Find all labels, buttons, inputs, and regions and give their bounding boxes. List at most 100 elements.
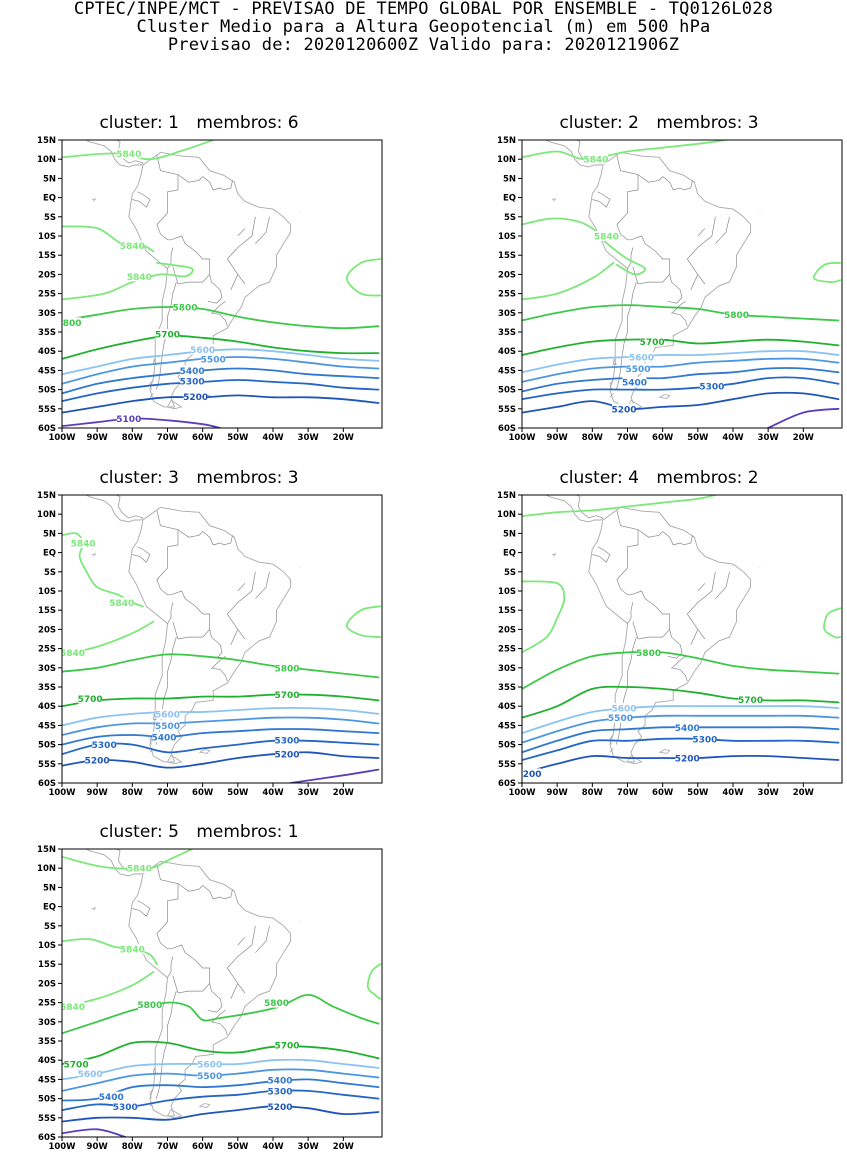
island-outline <box>168 400 182 408</box>
geopotential-map: 5840584058405800580057005600550054005300… <box>14 134 384 452</box>
lon-tick-label: 40W <box>722 788 744 798</box>
lon-tick-label: 50W <box>687 788 709 798</box>
lon-tick-label: 60W <box>652 788 674 798</box>
lat-tick-label: 10N <box>37 155 56 165</box>
island-outline <box>322 134 331 140</box>
contour-5840 <box>368 964 380 999</box>
lat-tick-label: 20S <box>498 625 516 635</box>
lat-tick-label: 5S <box>44 922 56 932</box>
contour-label-5800: 5800 <box>57 319 82 329</box>
country-border <box>227 926 255 993</box>
contour-label-5300: 5300 <box>92 741 117 751</box>
country-border <box>132 547 150 562</box>
country-border <box>208 629 222 658</box>
contour-5200 <box>62 395 379 412</box>
country-border <box>628 603 633 624</box>
island-outline <box>782 489 791 495</box>
map-border <box>522 140 842 428</box>
lon-tick-label: 20W <box>793 433 815 443</box>
lat-tick-label: 25S <box>498 645 516 655</box>
lon-tick-label: 30W <box>758 788 780 798</box>
cluster-label: cluster: 2 <box>559 113 638 133</box>
lon-tick-label: 80W <box>582 433 604 443</box>
contour-label-5300: 5300 <box>113 1103 138 1113</box>
country-border <box>672 313 688 326</box>
lat-tick-label: EQ <box>503 549 516 559</box>
country-border <box>212 1022 228 1035</box>
island-outline <box>660 750 670 754</box>
lon-tick-label: 50W <box>227 788 249 798</box>
lon-tick-label: 100W <box>48 433 76 443</box>
lat-tick-label: 10S <box>38 232 56 242</box>
contour-5840 <box>522 495 715 516</box>
lat-tick-label: 5N <box>43 883 56 893</box>
lat-tick-label: 35S <box>38 328 56 338</box>
panel-title: cluster: 4 membros: 2 <box>474 467 844 489</box>
contour-5600 <box>522 351 839 372</box>
contour-label-5840: 5840 <box>60 649 85 659</box>
country-border <box>238 583 245 591</box>
country-border <box>157 922 210 993</box>
country-border <box>698 583 705 591</box>
lat-tick-label: 55S <box>38 1114 56 1124</box>
contour-label-5600: 5600 <box>629 353 654 363</box>
lat-tick-label: 30S <box>38 1018 56 1028</box>
lat-tick-label: 20S <box>498 270 516 280</box>
lat-tick-label: 30S <box>38 664 56 674</box>
contour-label-5840: 5840 <box>583 156 608 166</box>
lon-tick-label: 60W <box>652 433 674 443</box>
lat-tick-label: 55S <box>498 760 516 770</box>
lat-tick-label: 30S <box>498 309 516 319</box>
contour-5800 <box>522 305 839 320</box>
lat-tick-label: 55S <box>38 760 56 770</box>
lat-tick-label: EQ <box>43 903 56 913</box>
lon-tick-label: 20W <box>333 1142 355 1152</box>
lat-tick-label: 40S <box>38 347 56 357</box>
island-outline <box>92 554 96 557</box>
country-border <box>617 568 670 639</box>
country-border <box>227 572 255 639</box>
contour-label-5200: 5200 <box>517 770 542 780</box>
lat-tick-label: 15S <box>38 606 56 616</box>
lon-tick-label: 90W <box>87 433 109 443</box>
country-border <box>208 983 222 1012</box>
country-border <box>255 926 269 953</box>
country-border <box>157 864 178 922</box>
country-border <box>238 228 245 236</box>
country-border <box>178 530 203 538</box>
contour-5840 <box>347 259 380 296</box>
contour-label-5800: 5800 <box>264 999 289 1009</box>
lon-tick-label: 100W <box>508 788 536 798</box>
country-border <box>212 1010 226 1022</box>
lat-tick-label: 10S <box>38 941 56 951</box>
country-border <box>212 668 228 681</box>
lat-tick-label: 20S <box>38 979 56 989</box>
contour-label-5100: 5100 <box>116 415 141 425</box>
lat-tick-label: 45S <box>38 1075 56 1085</box>
lon-tick-label: 20W <box>333 788 355 798</box>
contour-label-5300: 5300 <box>692 735 717 745</box>
cluster-label: cluster: 4 <box>559 468 638 488</box>
country-border <box>617 510 638 568</box>
contour-5700 <box>522 339 839 355</box>
lat-tick-label: 15N <box>497 491 516 501</box>
contour-label-5500: 5500 <box>197 1072 222 1082</box>
country-border <box>168 603 173 624</box>
panel-title: cluster: 2 membros: 3 <box>474 112 844 134</box>
contour-label-5840: 5840 <box>60 1003 85 1013</box>
central-america-coastline <box>522 489 603 522</box>
island-outline <box>322 489 331 495</box>
members-label: membros: 3 <box>196 468 298 488</box>
header-line-3: Previsao de: 2020120600Z Valido para: 20… <box>0 36 847 54</box>
country-border <box>672 656 686 668</box>
country-border <box>668 274 682 303</box>
contour-label-5840: 5840 <box>127 865 152 875</box>
country-border <box>715 572 729 599</box>
lon-tick-label: 30W <box>298 1142 320 1152</box>
lon-tick-label: 40W <box>262 433 284 443</box>
